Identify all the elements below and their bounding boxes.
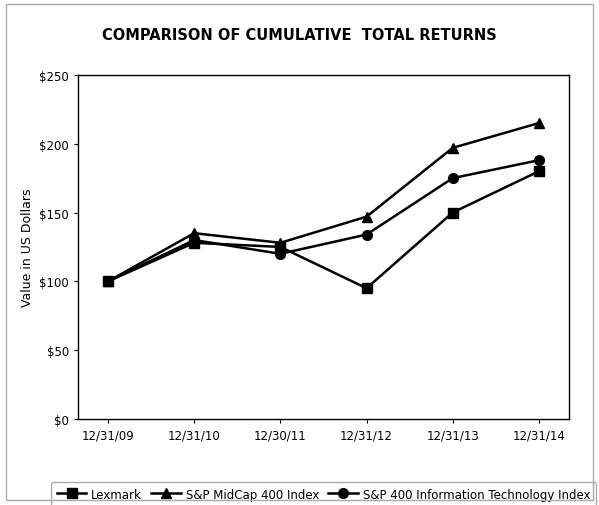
Lexmark: [104, 279, 111, 285]
Legend: Lexmark, S&P MidCap 400 Index, S&P 400 Information Technology Index: Lexmark, S&P MidCap 400 Index, S&P 400 I…: [51, 482, 596, 505]
Line: S&P 400 Information Technology Index: S&P 400 Information Technology Index: [103, 156, 544, 287]
S&P 400 Information Technology Index: [363, 232, 370, 238]
S&P 400 Information Technology Index: [104, 279, 111, 285]
Lexmark: [449, 210, 456, 216]
Y-axis label: Value in US Dollars: Value in US Dollars: [20, 188, 34, 307]
Line: S&P MidCap 400 Index: S&P MidCap 400 Index: [103, 119, 544, 287]
S&P MidCap 400 Index: [104, 279, 111, 285]
S&P 400 Information Technology Index: [449, 176, 456, 182]
Lexmark: [536, 169, 543, 175]
Lexmark: [190, 240, 198, 246]
S&P 400 Information Technology Index: [190, 237, 198, 243]
S&P 400 Information Technology Index: [536, 158, 543, 164]
S&P MidCap 400 Index: [536, 121, 543, 127]
S&P MidCap 400 Index: [363, 214, 370, 220]
S&P MidCap 400 Index: [449, 145, 456, 152]
Line: Lexmark: Lexmark: [103, 167, 544, 293]
Lexmark: [363, 286, 370, 292]
S&P 400 Information Technology Index: [277, 251, 284, 258]
S&P MidCap 400 Index: [277, 240, 284, 246]
Text: COMPARISON OF CUMULATIVE  TOTAL RETURNS: COMPARISON OF CUMULATIVE TOTAL RETURNS: [102, 28, 497, 43]
Lexmark: [277, 244, 284, 250]
S&P MidCap 400 Index: [190, 231, 198, 237]
